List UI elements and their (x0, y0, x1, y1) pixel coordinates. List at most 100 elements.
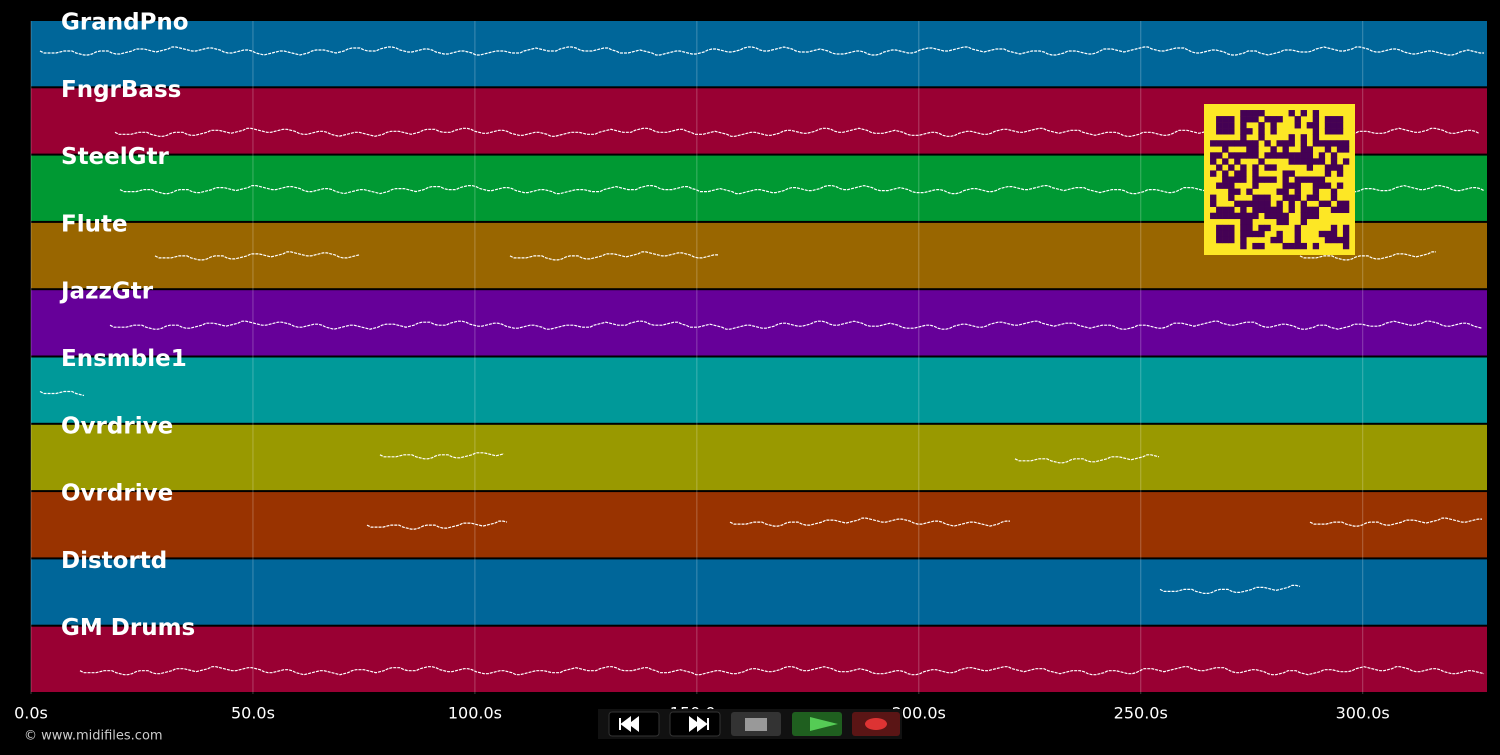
qr-cell (1282, 194, 1289, 201)
qr-cell (1282, 176, 1289, 183)
qr-cell (1342, 230, 1350, 238)
track-label: Flute (61, 211, 128, 237)
stop-button[interactable] (731, 712, 781, 736)
qr-cell (1330, 158, 1338, 165)
qr-cell (1282, 170, 1289, 177)
play-button[interactable] (792, 712, 842, 736)
notes (1299, 251, 1436, 261)
qr-cell (1294, 236, 1301, 244)
qr-cell (1312, 140, 1320, 147)
qr-cell (1306, 164, 1314, 171)
qr-cell (1282, 140, 1289, 147)
qr-cell (1312, 212, 1320, 220)
qr-cell (1336, 170, 1344, 177)
qr-cell (1252, 164, 1259, 171)
qr-cell (1270, 236, 1277, 244)
qr-cell (1216, 116, 1223, 123)
qr-cell (1330, 116, 1338, 123)
track-label: Distortd (61, 548, 167, 574)
track-label: JazzGtr (59, 279, 154, 305)
qr-cell (1246, 200, 1253, 207)
qr-cell (1312, 188, 1320, 195)
qr-cell (1276, 236, 1283, 244)
qr-cell (1258, 122, 1265, 129)
qr-cell (1312, 176, 1320, 183)
qr-cell (1288, 158, 1295, 165)
qr-cell (1288, 242, 1295, 250)
track-band (31, 21, 1487, 87)
qr-cell (1216, 128, 1223, 135)
forward-button[interactable] (669, 711, 721, 737)
record-button[interactable] (852, 712, 900, 736)
qr-cell (1294, 242, 1301, 250)
qr-cell (1282, 152, 1289, 159)
qr-cell (1234, 212, 1241, 220)
qr-cell (1216, 164, 1223, 171)
qr-cell (1318, 182, 1326, 189)
rewind-button[interactable] (608, 711, 660, 737)
qr-cell (1330, 224, 1338, 232)
qr-cell (1336, 146, 1344, 153)
labels: GrandPno FngrBass SteelGtr Flute JazzGtr Ensm… (59, 10, 195, 642)
qr-cell (1318, 140, 1326, 147)
qr-cell (1234, 170, 1241, 177)
qr-cell (1294, 116, 1301, 123)
qr-cell (1282, 212, 1289, 220)
qr-cell (1252, 146, 1259, 153)
qr-cell (1306, 206, 1314, 214)
qr-cell (1240, 242, 1247, 250)
notes (39, 390, 85, 397)
qr-cell (1336, 116, 1344, 123)
notes (1014, 454, 1160, 464)
qr-cell (1282, 242, 1289, 250)
qr-cell (1222, 224, 1229, 232)
qr-cell (1288, 170, 1295, 177)
qr-cell (1282, 146, 1289, 153)
qr-cell (1228, 128, 1235, 135)
qr-cell (1228, 140, 1235, 147)
qr-cell (1210, 158, 1217, 165)
x-tick-label: 250.0s (1114, 704, 1168, 723)
qr-cell (1270, 164, 1277, 171)
qr-cell (1222, 170, 1229, 177)
qr-cell (1330, 236, 1338, 244)
qr-cell (1324, 236, 1332, 244)
qr-cell (1240, 110, 1247, 117)
qr-cell (1246, 224, 1253, 232)
qr-cell (1210, 200, 1217, 207)
notes (109, 320, 1483, 330)
notes (366, 520, 508, 530)
qr-cell (1306, 158, 1314, 165)
qr-cell (1288, 194, 1295, 201)
qr-cell (1294, 224, 1301, 232)
qr-cell (1288, 182, 1295, 189)
notes (114, 127, 1480, 137)
qr-cell (1234, 140, 1241, 147)
notes (379, 452, 505, 460)
track-label: SteelGtr (61, 144, 170, 170)
qr-cell (1342, 206, 1350, 214)
qr-cell (1264, 200, 1271, 207)
qr-cell (1324, 128, 1332, 135)
track-band (31, 290, 1487, 356)
qr-cell (1252, 212, 1259, 220)
notes (729, 517, 1010, 527)
qr-cell (1252, 230, 1259, 238)
qr-cell (1330, 230, 1338, 238)
qr-cell (1330, 140, 1338, 147)
qr-cell (1222, 140, 1229, 147)
qr-cell (1276, 152, 1283, 159)
qr-cell (1336, 140, 1344, 147)
qr-cell (1222, 158, 1229, 165)
qr-cell (1246, 218, 1253, 226)
qr-cell (1222, 116, 1229, 123)
qr-cell (1240, 200, 1247, 207)
qr-cell (1342, 146, 1350, 153)
qr-cell (1258, 158, 1265, 165)
qr-cell (1246, 128, 1253, 135)
qr-cell (1330, 188, 1338, 195)
qr-cell (1276, 140, 1283, 147)
qr-cell (1342, 140, 1350, 147)
qr-cell (1234, 158, 1241, 165)
